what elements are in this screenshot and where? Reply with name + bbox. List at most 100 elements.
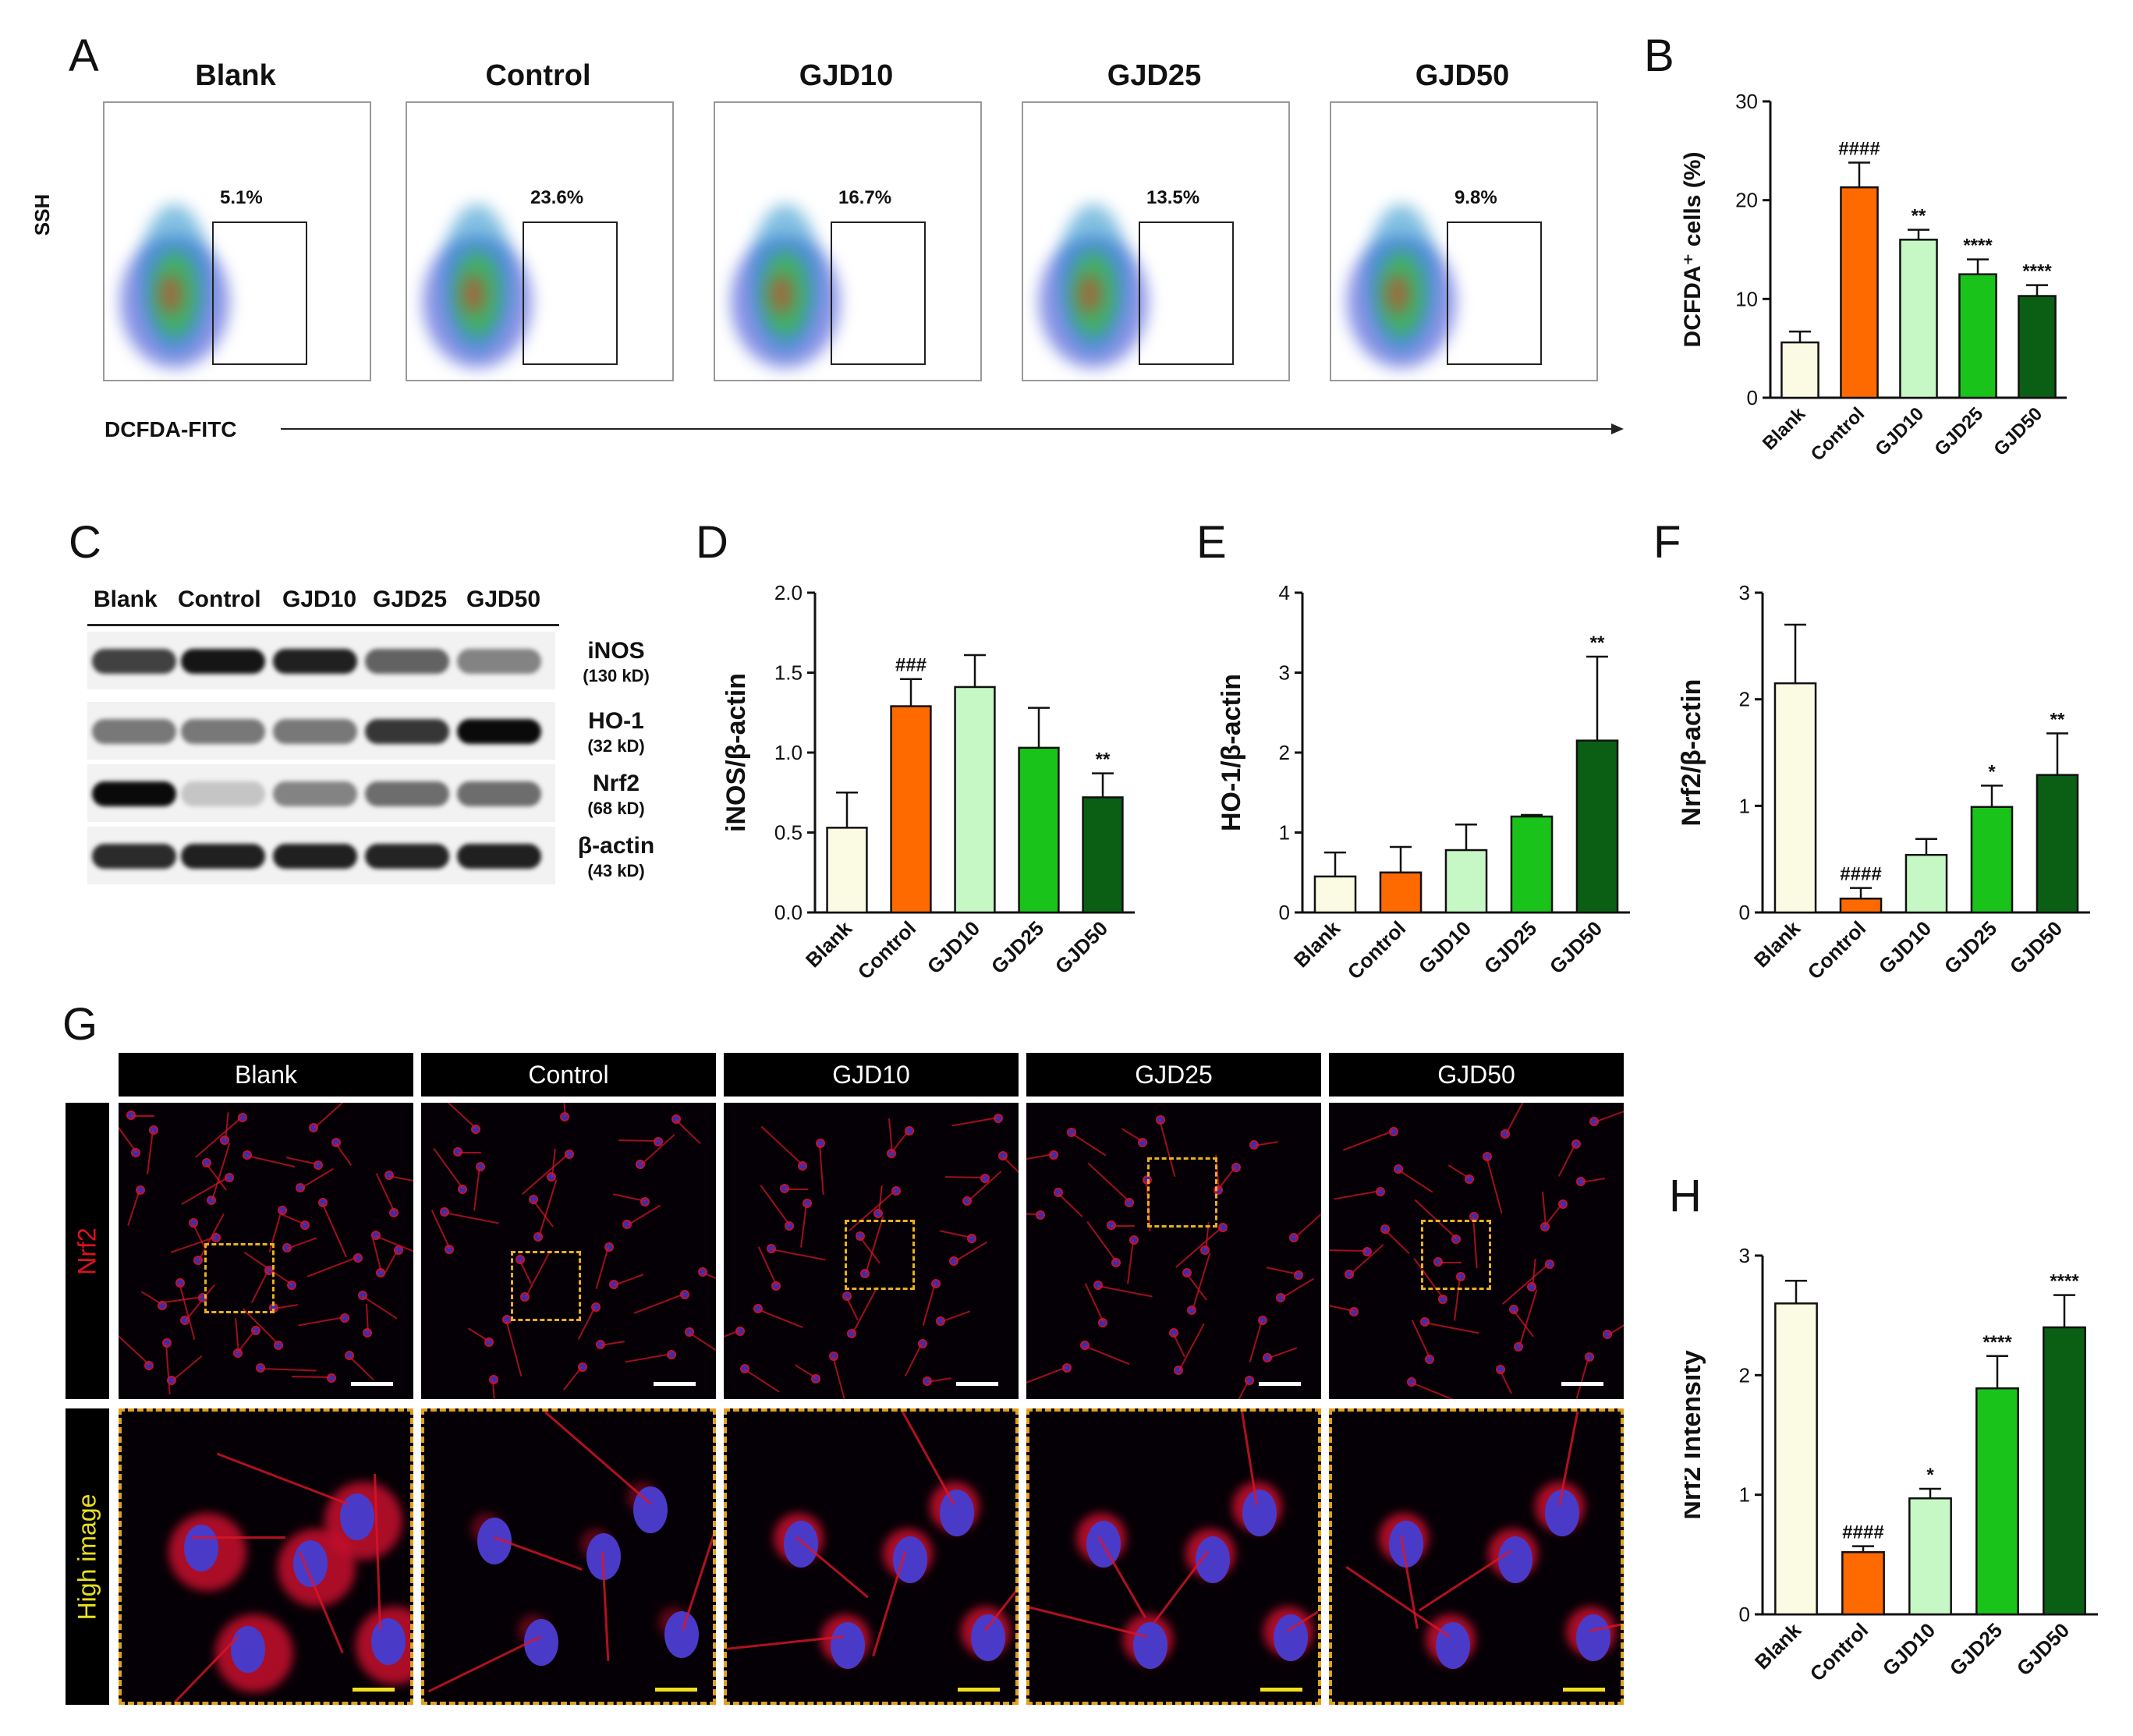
wb-band (457, 719, 541, 744)
flow-density-cloud (1078, 275, 1101, 314)
neurite (1231, 1380, 1249, 1399)
y-axis-title: Nrf2 Intensity (1685, 1350, 1706, 1519)
neurite (147, 1129, 154, 1174)
cell-nucleus (473, 1126, 479, 1132)
scale-bar (654, 1382, 696, 1386)
y-tick-label: 30 (1735, 90, 1758, 113)
neurite (1087, 1162, 1131, 1203)
cell-nucleus (970, 1614, 1005, 1661)
cell-nucleus (133, 1150, 139, 1156)
if-row-label-high-image: High image (66, 1408, 109, 1705)
cell-nucleus (1233, 1164, 1239, 1171)
neurite (1418, 1550, 1511, 1612)
neurite (1192, 1252, 1211, 1311)
cell-nucleus (939, 1489, 974, 1536)
chart-d-inos: 0.0 0.5 1.0 1.5 2.0 iNOS/β-actin Blank ### Contr… (725, 581, 1135, 984)
cell-nucleus (1051, 1152, 1057, 1158)
flow-gate-box (1139, 221, 1234, 365)
y-axis-title: DCFDA⁺ cells (%) (1680, 152, 1706, 348)
cell-nucleus (1132, 1621, 1167, 1669)
bar-gjd10 (1908, 1497, 1952, 1616)
neurite (298, 1316, 345, 1327)
cell-nucleus (446, 1246, 452, 1252)
flow-density-cloud (159, 275, 182, 314)
cell-nucleus (1100, 1320, 1106, 1326)
neurite (832, 1356, 849, 1399)
x-tick-label: Control (853, 916, 921, 984)
roi-box (511, 1251, 581, 1321)
neurite (375, 1173, 395, 1213)
neurite (1084, 1345, 1130, 1366)
bar-gjd50 (1575, 739, 1619, 914)
y-tick-label: 0 (1747, 386, 1758, 409)
cell-nucleus (1391, 1128, 1397, 1135)
wb-band (92, 844, 176, 869)
cell-nucleus (813, 1376, 819, 1382)
neurite (1070, 1132, 1107, 1157)
x-tick-label: GJD10 (1871, 403, 1928, 460)
y-tick-label: 1 (1279, 821, 1290, 845)
neurite (1178, 1323, 1205, 1371)
neurite (1502, 1263, 1550, 1305)
flow-density-cloud (1386, 275, 1409, 314)
significance-label: ** (2050, 709, 2065, 730)
wb-lane-header-gjd25: GJD25 (373, 586, 448, 612)
neurite (890, 1129, 909, 1154)
significance-label: **** (2022, 261, 2052, 282)
cell-nucleus (226, 1174, 232, 1181)
cell-nucleus (395, 1247, 402, 1253)
if-high-image-gjd25 (1026, 1408, 1321, 1705)
x-tick-label: GJD50 (2005, 916, 2067, 978)
neurite (444, 1212, 499, 1224)
bar-blank (1313, 875, 1357, 914)
neurite (757, 1309, 803, 1329)
neurite (682, 1481, 713, 1631)
cell-nucleus (1295, 1272, 1302, 1278)
neurite (127, 1189, 140, 1226)
neurite (771, 1249, 826, 1261)
neurite (941, 1310, 971, 1323)
neurite (1345, 1566, 1451, 1638)
wb-band (273, 844, 357, 869)
scale-bar (351, 1382, 393, 1386)
significance-label: **** (1963, 236, 1993, 257)
x-tick-label: GJD25 (1479, 916, 1541, 978)
flow-y-axis-label: SSH (30, 193, 55, 236)
cell-nucleus (355, 1255, 361, 1261)
neurite (1097, 1285, 1153, 1298)
neurite (888, 1118, 893, 1153)
roi-box (1147, 1157, 1217, 1228)
neurite (287, 1237, 317, 1249)
neurite (922, 1283, 936, 1326)
neurite (172, 1355, 203, 1382)
flow-gate-box (523, 221, 618, 365)
cell-nucleus (1246, 1377, 1253, 1383)
bar-blank (826, 827, 868, 914)
cell-nucleus (830, 1621, 865, 1669)
cell-nucleus (1126, 1199, 1132, 1206)
neurite (954, 1241, 988, 1263)
y-tick-label: 20 (1735, 189, 1758, 212)
significance-label: #### (1838, 139, 1880, 160)
cell-nucleus (773, 1283, 779, 1289)
bar-blank (1774, 1302, 1818, 1616)
neurite (1026, 1213, 1041, 1215)
cell-nucleus (1458, 1274, 1464, 1280)
if-column-header-control: Control (421, 1053, 716, 1097)
cell-nucleus (371, 1618, 406, 1665)
wb-band (457, 649, 541, 674)
scale-bar (655, 1688, 697, 1692)
flow-density-cloud (462, 275, 485, 314)
neurite (192, 1536, 285, 1539)
panel-letter-b: B (1644, 30, 1674, 81)
flow-dot-plot-blank: 5.1% (103, 101, 371, 381)
neurite (427, 1635, 541, 1693)
cell-nucleus (1139, 1139, 1146, 1146)
scale-bar (1563, 1688, 1605, 1692)
neurite (794, 1364, 817, 1379)
y-tick-label: 0.5 (774, 821, 803, 845)
x-tick-label: Control (1343, 916, 1411, 984)
neurite (1342, 1130, 1394, 1151)
cell-nucleus (200, 1295, 206, 1301)
cell-nucleus (340, 1493, 374, 1540)
